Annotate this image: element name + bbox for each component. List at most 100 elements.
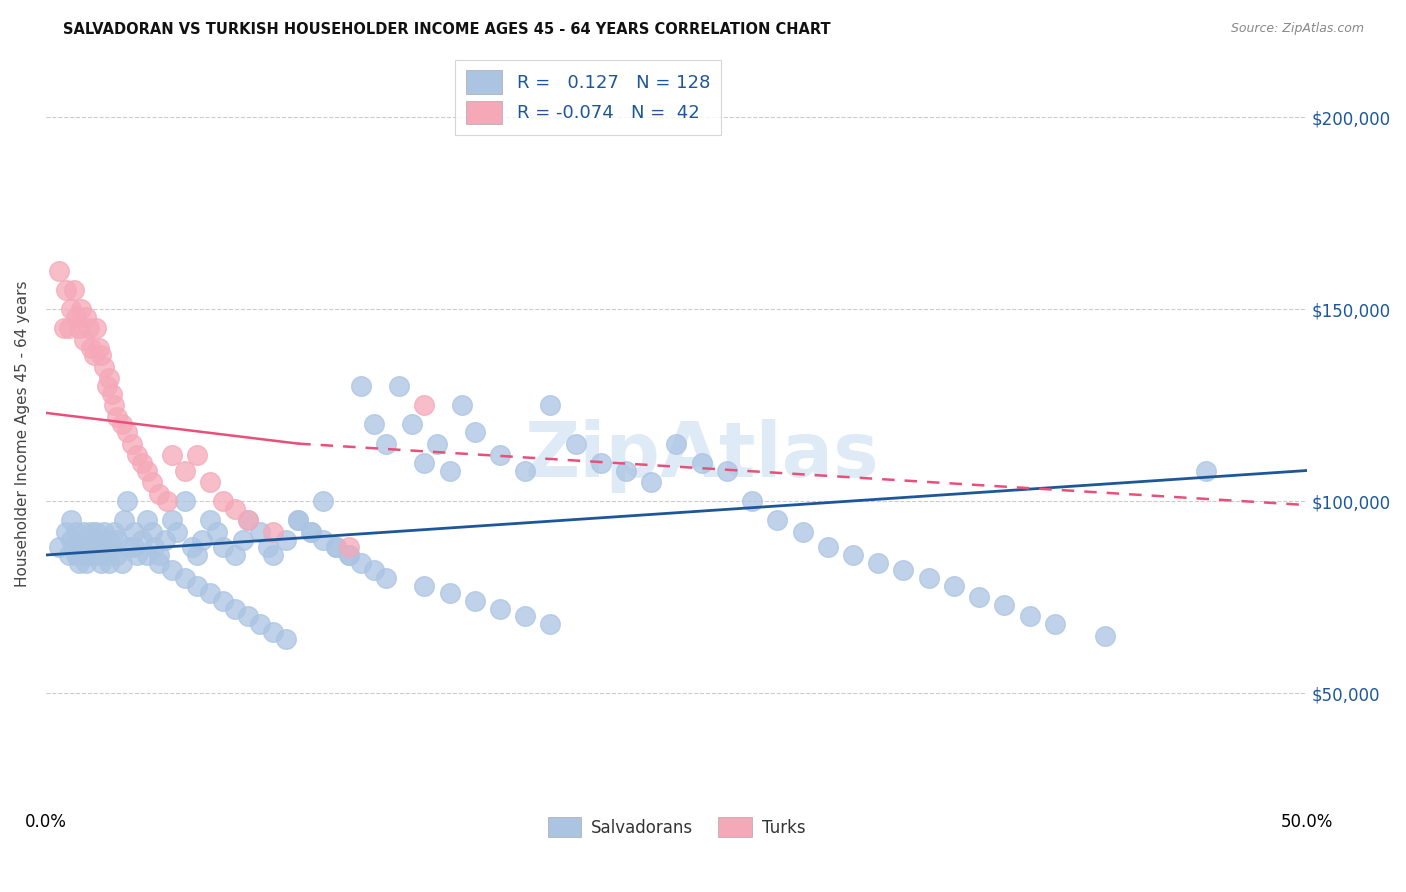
Point <box>211 594 233 608</box>
Text: SALVADORAN VS TURKISH HOUSEHOLDER INCOME AGES 45 - 64 YEARS CORRELATION CHART: SALVADORAN VS TURKISH HOUSEHOLDER INCOME… <box>63 22 831 37</box>
Point <box>337 548 360 562</box>
Point <box>426 436 449 450</box>
Point <box>160 563 183 577</box>
Point <box>464 594 486 608</box>
Point <box>131 533 153 547</box>
Point <box>325 541 347 555</box>
Point <box>77 541 100 555</box>
Point <box>67 556 90 570</box>
Point <box>103 398 125 412</box>
Point <box>262 524 284 539</box>
Point <box>100 386 122 401</box>
Point <box>741 494 763 508</box>
Point <box>166 524 188 539</box>
Point <box>1094 629 1116 643</box>
Point <box>792 524 814 539</box>
Point <box>173 463 195 477</box>
Point <box>77 321 100 335</box>
Point <box>115 494 138 508</box>
Point <box>589 456 612 470</box>
Point <box>60 513 83 527</box>
Point <box>83 533 105 547</box>
Point <box>274 632 297 647</box>
Point <box>375 436 398 450</box>
Point <box>207 524 229 539</box>
Point <box>967 591 990 605</box>
Point <box>401 417 423 432</box>
Point <box>665 436 688 450</box>
Point <box>67 533 90 547</box>
Point <box>143 541 166 555</box>
Point <box>236 513 259 527</box>
Point <box>122 524 145 539</box>
Point <box>86 541 108 555</box>
Point <box>160 448 183 462</box>
Point <box>451 398 474 412</box>
Point <box>337 541 360 555</box>
Point <box>413 398 436 412</box>
Y-axis label: Householder Income Ages 45 - 64 years: Householder Income Ages 45 - 64 years <box>15 281 30 587</box>
Point <box>640 475 662 489</box>
Point <box>842 548 865 562</box>
Point <box>337 548 360 562</box>
Point <box>489 448 512 462</box>
Point <box>173 571 195 585</box>
Point <box>55 283 77 297</box>
Point <box>87 533 110 547</box>
Point <box>73 333 96 347</box>
Point <box>299 524 322 539</box>
Point <box>186 548 208 562</box>
Point <box>224 548 246 562</box>
Point <box>98 371 121 385</box>
Point <box>236 609 259 624</box>
Point <box>766 513 789 527</box>
Point <box>262 624 284 639</box>
Point <box>96 548 118 562</box>
Point <box>153 533 176 547</box>
Point <box>249 617 271 632</box>
Point <box>439 463 461 477</box>
Point <box>186 448 208 462</box>
Point <box>993 598 1015 612</box>
Point <box>716 463 738 477</box>
Point <box>75 533 97 547</box>
Point <box>73 548 96 562</box>
Point <box>90 348 112 362</box>
Point <box>96 379 118 393</box>
Point <box>1195 463 1218 477</box>
Point <box>868 556 890 570</box>
Point <box>312 533 335 547</box>
Point <box>211 494 233 508</box>
Point <box>135 548 157 562</box>
Point <box>350 379 373 393</box>
Point <box>173 494 195 508</box>
Text: ZipAtlas: ZipAtlas <box>524 419 879 493</box>
Point <box>893 563 915 577</box>
Point <box>148 548 170 562</box>
Point <box>186 579 208 593</box>
Point <box>118 541 141 555</box>
Point <box>156 494 179 508</box>
Point <box>198 513 221 527</box>
Point <box>350 556 373 570</box>
Point <box>86 321 108 335</box>
Point <box>90 556 112 570</box>
Point <box>65 524 87 539</box>
Point <box>287 513 309 527</box>
Point <box>224 601 246 615</box>
Point <box>464 425 486 439</box>
Point <box>274 533 297 547</box>
Point <box>86 524 108 539</box>
Point <box>115 425 138 439</box>
Point <box>112 513 135 527</box>
Point <box>564 436 586 450</box>
Point <box>60 533 83 547</box>
Point <box>363 417 385 432</box>
Text: Source: ZipAtlas.com: Source: ZipAtlas.com <box>1230 22 1364 36</box>
Point <box>80 548 103 562</box>
Point <box>93 524 115 539</box>
Point <box>111 556 134 570</box>
Point <box>103 524 125 539</box>
Point <box>1043 617 1066 632</box>
Point <box>141 524 163 539</box>
